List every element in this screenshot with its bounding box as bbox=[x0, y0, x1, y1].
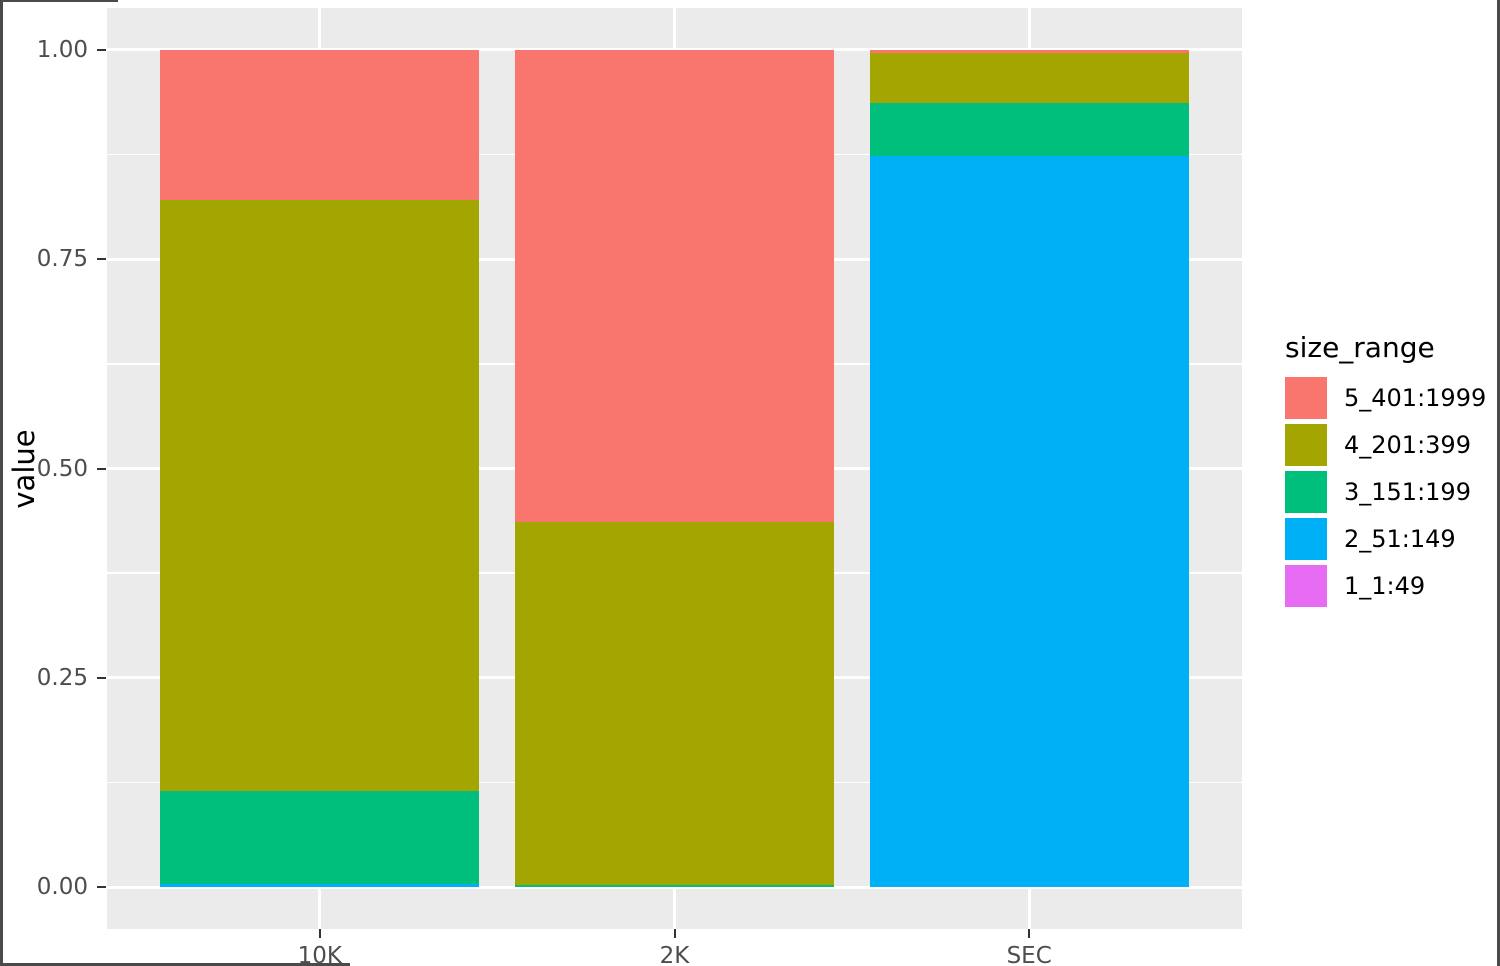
legend-entry-label: 4_201:399 bbox=[1344, 431, 1471, 459]
x-tick-mark bbox=[318, 929, 321, 938]
x-tick-label: SEC bbox=[1006, 943, 1052, 966]
legend-key-swatch bbox=[1285, 565, 1327, 607]
legend-entry: 1_1:49 bbox=[1285, 565, 1486, 607]
legend-entry: 3_151:199 bbox=[1285, 471, 1486, 513]
bar-segment bbox=[514, 885, 835, 888]
y-tick-label: 0.50 bbox=[36, 455, 88, 482]
x-tick-mark bbox=[1028, 929, 1031, 938]
legend-entry: 5_401:1999 bbox=[1285, 377, 1486, 419]
y-tick-label: 1.00 bbox=[36, 36, 88, 63]
y-tick-label: 0.00 bbox=[36, 874, 88, 901]
y-tick-mark bbox=[97, 676, 106, 679]
legend-key-swatch bbox=[1285, 518, 1327, 560]
x-tick-mark bbox=[673, 929, 676, 938]
y-tick-mark bbox=[97, 48, 106, 51]
legend-entry: 4_201:399 bbox=[1285, 424, 1486, 466]
legend-entry-label: 5_401:1999 bbox=[1344, 384, 1487, 412]
y-tick-label: 0.25 bbox=[36, 664, 88, 691]
y-tick-mark bbox=[97, 886, 106, 889]
legend-key-swatch bbox=[1285, 471, 1327, 513]
legend-entry-label: 2_51:149 bbox=[1344, 525, 1456, 553]
bar-segment bbox=[160, 883, 480, 888]
legend-entry-label: 3_151:199 bbox=[1344, 478, 1471, 506]
bar-segment bbox=[869, 53, 1189, 104]
bar-segment bbox=[869, 49, 1189, 54]
legend-title: size_range bbox=[1285, 331, 1435, 364]
y-tick-label: 0.75 bbox=[36, 246, 88, 273]
window-border-bottom-fragment bbox=[0, 963, 350, 966]
legend-entry: 2_51:149 bbox=[1285, 518, 1486, 560]
legend-key-swatch bbox=[1285, 424, 1327, 466]
window-border-top-fragment bbox=[0, 0, 118, 2]
bar-segment bbox=[869, 103, 1189, 157]
x-tick-label: 2K bbox=[659, 943, 690, 966]
y-tick-mark bbox=[97, 467, 106, 470]
window-border-left bbox=[0, 0, 3, 966]
legend: size_range 5_401:1999 4_201:399 3_151:199 2… bbox=[1285, 331, 1486, 612]
bar-segment bbox=[160, 790, 480, 884]
bar-segment bbox=[869, 156, 1189, 888]
bar-segment bbox=[514, 49, 835, 523]
bar-segment bbox=[160, 49, 480, 200]
y-tick-mark bbox=[97, 258, 106, 261]
legend-entry-label: 1_1:49 bbox=[1344, 572, 1426, 600]
bar-segment bbox=[514, 522, 835, 886]
legend-entries: 5_401:1999 4_201:399 3_151:199 2_51:149 1_1:… bbox=[1285, 377, 1486, 607]
legend-key-swatch bbox=[1285, 377, 1327, 419]
plot-panel bbox=[107, 8, 1242, 929]
window-border-right bbox=[1497, 0, 1500, 966]
x-tick-label: 10K bbox=[297, 943, 342, 966]
bar-segment bbox=[160, 199, 480, 791]
